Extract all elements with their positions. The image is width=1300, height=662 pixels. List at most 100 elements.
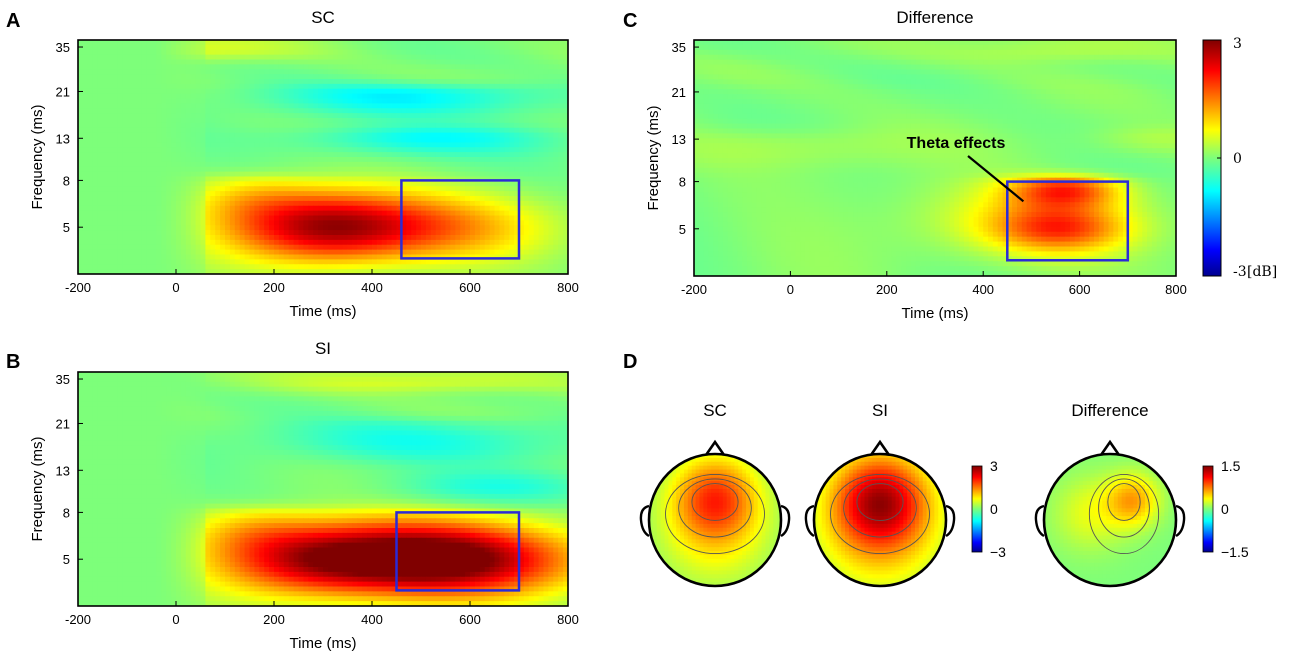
heatmap-cell <box>245 74 251 79</box>
heatmap-cell <box>460 94 466 99</box>
heatmap-cell <box>210 191 216 196</box>
heatmap-cell <box>544 99 550 104</box>
heatmap-cell <box>387 162 393 167</box>
heatmap-cell <box>220 250 226 255</box>
heatmap-cell <box>544 167 550 172</box>
heatmap-cell <box>509 225 515 230</box>
heatmap-cell <box>436 191 442 196</box>
heatmap-cell <box>553 94 559 99</box>
heatmap-cell <box>553 64 559 69</box>
heatmap-cell <box>431 235 437 240</box>
heatmap-cell <box>411 60 417 65</box>
heatmap-cell <box>318 245 324 250</box>
heatmap-cell <box>279 79 285 84</box>
heatmap-cell <box>318 133 324 138</box>
heatmap-cell <box>186 162 192 167</box>
heatmap-cell <box>352 152 358 157</box>
heatmap-cell <box>274 211 280 216</box>
heatmap-cell <box>490 191 496 196</box>
heatmap-cell <box>362 60 368 65</box>
heatmap-cell <box>284 196 290 201</box>
heatmap-cell <box>470 123 476 128</box>
y-tick-label: 21 <box>56 84 70 99</box>
heatmap-cell <box>343 84 349 89</box>
heatmap-cell <box>98 113 104 118</box>
heatmap-cell <box>279 103 285 108</box>
heatmap-cell <box>450 181 456 186</box>
heatmap-cell <box>205 259 211 264</box>
heatmap-cell <box>186 191 192 196</box>
heatmap-cell <box>558 55 564 60</box>
heatmap-cell <box>436 186 442 191</box>
heatmap-cell <box>504 211 510 216</box>
heatmap-cell <box>107 99 113 104</box>
heatmap-cell <box>495 147 501 152</box>
heatmap-cell <box>328 118 334 123</box>
heatmap-cell <box>294 255 300 260</box>
heatmap-cell <box>299 255 305 260</box>
heatmap-cell <box>333 74 339 79</box>
heatmap-cell <box>313 225 319 230</box>
heatmap-cell <box>83 69 89 74</box>
heatmap-cell <box>112 216 118 221</box>
heatmap-cell <box>289 147 295 152</box>
heatmap-cell <box>446 225 452 230</box>
heatmap-cell <box>250 240 256 245</box>
heatmap-cell <box>387 186 393 191</box>
heatmap-cell <box>205 186 211 191</box>
heatmap-cell <box>328 240 334 245</box>
heatmap-cell <box>308 372 314 377</box>
heatmap-cell <box>191 108 197 113</box>
heatmap-cell <box>338 240 344 245</box>
heatmap-cell <box>259 377 265 382</box>
heatmap-cell <box>205 250 211 255</box>
heatmap-cell <box>539 264 545 269</box>
heatmap-cell <box>117 372 123 377</box>
heatmap-cell <box>142 230 148 235</box>
heatmap-cell <box>328 79 334 84</box>
heatmap-cell <box>83 118 89 123</box>
heatmap-cell <box>132 255 138 260</box>
heatmap-cell <box>441 250 447 255</box>
heatmap-cell <box>372 206 378 211</box>
heatmap-cell <box>132 133 138 138</box>
heatmap-cell <box>519 40 525 45</box>
heatmap-cell <box>495 133 501 138</box>
heatmap-cell <box>122 64 128 69</box>
heatmap-cell <box>274 74 280 79</box>
heatmap-cell <box>377 196 383 201</box>
heatmap-cell <box>147 40 153 45</box>
heatmap-cell <box>333 40 339 45</box>
heatmap-cell <box>529 84 535 89</box>
heatmap-cell <box>171 147 177 152</box>
heatmap-cell <box>382 177 388 182</box>
heatmap-cell <box>127 230 133 235</box>
heatmap-cell <box>240 191 246 196</box>
heatmap-cell <box>235 152 241 157</box>
heatmap-cell <box>259 177 265 182</box>
heatmap-cell <box>210 377 216 382</box>
heatmap-cell <box>480 225 486 230</box>
heatmap-cell <box>509 45 515 50</box>
heatmap-cell <box>250 377 256 382</box>
heatmap-cell <box>103 216 109 221</box>
heatmap-cell <box>294 225 300 230</box>
heatmap-cell <box>176 196 182 201</box>
heatmap-cell <box>357 99 363 104</box>
heatmap-cell <box>117 45 123 50</box>
heatmap-cell <box>401 123 407 128</box>
heatmap-cell <box>416 128 422 133</box>
heatmap-cell <box>495 167 501 172</box>
heatmap-cell <box>142 74 148 79</box>
heatmap-cell <box>490 50 496 55</box>
heatmap-cell <box>191 191 197 196</box>
heatmap-cell <box>147 108 153 113</box>
heatmap-cell <box>436 40 442 45</box>
heatmap-cell <box>313 186 319 191</box>
heatmap-cell <box>465 123 471 128</box>
heatmap-cell <box>308 216 314 221</box>
heatmap-cell <box>426 99 432 104</box>
heatmap-cell <box>93 177 99 182</box>
heatmap-cell <box>539 167 545 172</box>
heatmap-cell <box>88 123 94 128</box>
